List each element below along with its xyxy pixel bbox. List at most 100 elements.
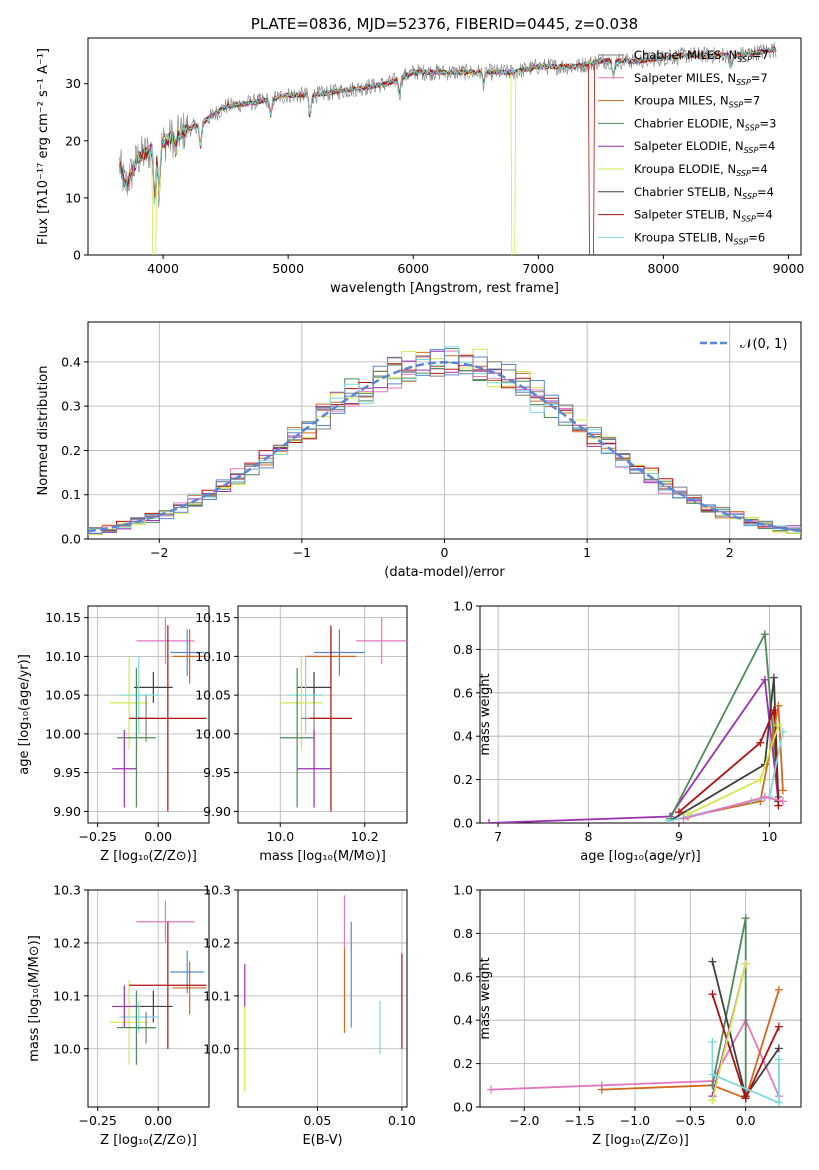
- plot-area-2: [88, 346, 801, 536]
- panel-3-ytick-label: 10.05: [45, 688, 81, 703]
- panel-4-ytick-label: 9.90: [203, 804, 231, 819]
- panel-6-xtick-label: 0.00: [144, 1113, 172, 1128]
- plot-area-1: [118, 42, 777, 255]
- panel-5-ytick-label: 0.6: [453, 685, 473, 700]
- panel-4-ytick-label: 9.95: [203, 765, 231, 780]
- plot-area-6: [109, 900, 207, 1065]
- panel-6-ytick-label: 10.3: [53, 883, 81, 898]
- panel-5-frame: [479, 605, 802, 824]
- plot-area-4: [280, 617, 407, 812]
- panel-3-xlabel: Z [log₁₀(Z/Z⊙)]: [100, 849, 197, 864]
- panel-3-ylabel: age [log₁₀(age/yr)]: [17, 654, 32, 775]
- panel-1-xtick-label: 4000: [147, 261, 179, 276]
- panel-6-ytick-label: 10.0: [53, 1041, 81, 1056]
- panel-2-frame: [87, 321, 802, 540]
- panel-6-ytick-label: 10.1: [53, 988, 81, 1003]
- panel-1-xtick-label: 9000: [773, 261, 805, 276]
- panel-6-frame: [87, 889, 210, 1108]
- gaussian-curve: [88, 361, 801, 533]
- panel-1-ytick-label: 20: [65, 133, 81, 148]
- panel-8-ytick-label: 0.8: [453, 926, 473, 941]
- panel-4-ytick-label: 10.10: [195, 649, 231, 664]
- legend-label: Kroupa ELODIE, NSSP=4: [634, 162, 768, 178]
- panel-7-xlabel: E(B-V): [302, 1133, 342, 1148]
- panel-3-xtick-label: −0.25: [79, 829, 117, 844]
- panel-2-ytick-label: 0.0: [61, 532, 81, 547]
- panel-8-xtick-label: −1.5: [564, 1113, 594, 1128]
- panel-3-ytick-label: 10.00: [45, 726, 81, 741]
- panel-4-frame: [237, 605, 408, 824]
- legend-label: Salpeter STELIB, NSSP=4: [634, 208, 773, 224]
- panel-4-ytick-label: 10.05: [195, 688, 231, 703]
- panel-3-ytick-label: 9.90: [53, 804, 81, 819]
- panel-8-xtick-label: −0.5: [675, 1113, 705, 1128]
- histogram-kroupa-stelib: [88, 346, 801, 533]
- panel-8-xtick-label: −2.0: [509, 1113, 539, 1128]
- weight-line: [488, 677, 780, 823]
- legend-label: Chabrier ELODIE, NSSP=3: [634, 116, 776, 132]
- panel-3-xtick-label: 0.00: [144, 829, 172, 844]
- legend-label: 𝒩(0, 1): [740, 337, 787, 352]
- panel-2-xtick-label: 2: [726, 545, 734, 560]
- panel-1-ytick-label: 0: [73, 248, 81, 263]
- panel-2-xtick-label: 0: [441, 545, 449, 560]
- panel-8-ytick-label: 0.2: [453, 1056, 473, 1071]
- panel-2-xtick-label: −2: [150, 545, 168, 560]
- plot-area-3: [109, 617, 207, 812]
- panel-1-frame: [87, 37, 802, 256]
- panel-1-xtick-label: 5000: [272, 261, 304, 276]
- panel-7-xtick-label: 0.10: [388, 1113, 416, 1128]
- weight-line: [678, 709, 780, 813]
- panel-6-xtick-label: −0.25: [79, 1113, 117, 1128]
- legend-label: Kroupa STELIB, NSSP=6: [634, 230, 765, 246]
- chart-title: PLATE=0836, MJD=52376, FIBERID=0445, z=0…: [251, 15, 638, 33]
- panel-5-xtick-label: 10: [761, 829, 777, 844]
- panel-8-ylabel: mass weight: [478, 957, 493, 1039]
- panel-1-xlabel: wavelength [Angstrom, rest frame]: [330, 281, 559, 296]
- panel-5-ylabel: mass weight: [478, 673, 493, 755]
- panel-2-ytick-label: 0.4: [61, 354, 81, 369]
- panel-2-ylabel: Normed distribution: [36, 366, 51, 496]
- panel-4-xtick-label: 10.2: [351, 829, 379, 844]
- panel-5-ytick-label: 0.4: [453, 729, 473, 744]
- panel-1-ylabel: Flux [fλ10⁻¹⁷ erg cm⁻² s⁻¹ A⁻¹]: [36, 48, 51, 245]
- panel-8-xtick-label: 0.0: [736, 1113, 756, 1128]
- panel-1-xtick-label: 8000: [647, 261, 679, 276]
- panel-1-xtick-label: 7000: [522, 261, 554, 276]
- panel-5-ytick-label: 1.0: [453, 599, 473, 614]
- panel-7-ytick-label: 10.1: [203, 988, 231, 1003]
- spectrum-line-kroupa-stelib: [118, 47, 777, 206]
- panel-5-ytick-label: 0.0: [453, 816, 473, 831]
- panel-2-xlabel: (data-model)/error: [384, 565, 505, 580]
- spectrum-line-chabrier-miles: [119, 42, 777, 208]
- legend-label: Salpeter MILES, NSSP=7: [634, 71, 768, 87]
- panel-1-ytick-label: 30: [65, 76, 81, 91]
- panel-3-ytick-label: 9.95: [53, 765, 81, 780]
- panel-2-xtick-label: −1: [293, 545, 311, 560]
- panel-3-ytick-label: 10.15: [45, 610, 81, 625]
- panel-7-ytick-label: 10.3: [203, 883, 231, 898]
- panel-2-ytick-label: 0.3: [61, 399, 81, 414]
- panel-8-ytick-label: 0.4: [453, 1013, 473, 1028]
- weight-line: [711, 1041, 780, 1105]
- panel-8-ytick-label: 1.0: [453, 883, 473, 898]
- panel-4-ytick-label: 10.00: [195, 726, 231, 741]
- legend-label: Kroupa MILES, NSSP=7: [634, 94, 760, 110]
- panel-7-xtick-label: 0.05: [304, 1113, 332, 1128]
- panel-3-frame: [87, 605, 210, 824]
- panel-7-ytick-label: 10.0: [203, 1041, 231, 1056]
- panel-1-ytick-label: 10: [65, 190, 81, 205]
- plot-area-5: [485, 630, 787, 823]
- panel-1-xtick-label: 6000: [397, 261, 429, 276]
- panel-7-frame: [237, 889, 408, 1108]
- plot-area-8: [487, 914, 783, 1107]
- panel-4-xlabel: mass [log₁₀(M/M⊙)]: [259, 849, 386, 864]
- panel-6-xlabel: Z [log₁₀(Z/Z⊙)]: [100, 1133, 197, 1148]
- panel-8-xlabel: Z [log₁₀(Z/Z⊙)]: [592, 1133, 689, 1148]
- legend-label: Salpeter ELODIE, NSSP=4: [634, 139, 775, 155]
- histogram-chabrier-miles: [88, 355, 801, 532]
- panel-6-ylabel: mass [log₁₀(M/M⊙)]: [27, 935, 42, 1062]
- legend-label: Chabrier STELIB, NSSP=4: [634, 185, 774, 201]
- panel-4-xtick-label: 10.0: [266, 829, 294, 844]
